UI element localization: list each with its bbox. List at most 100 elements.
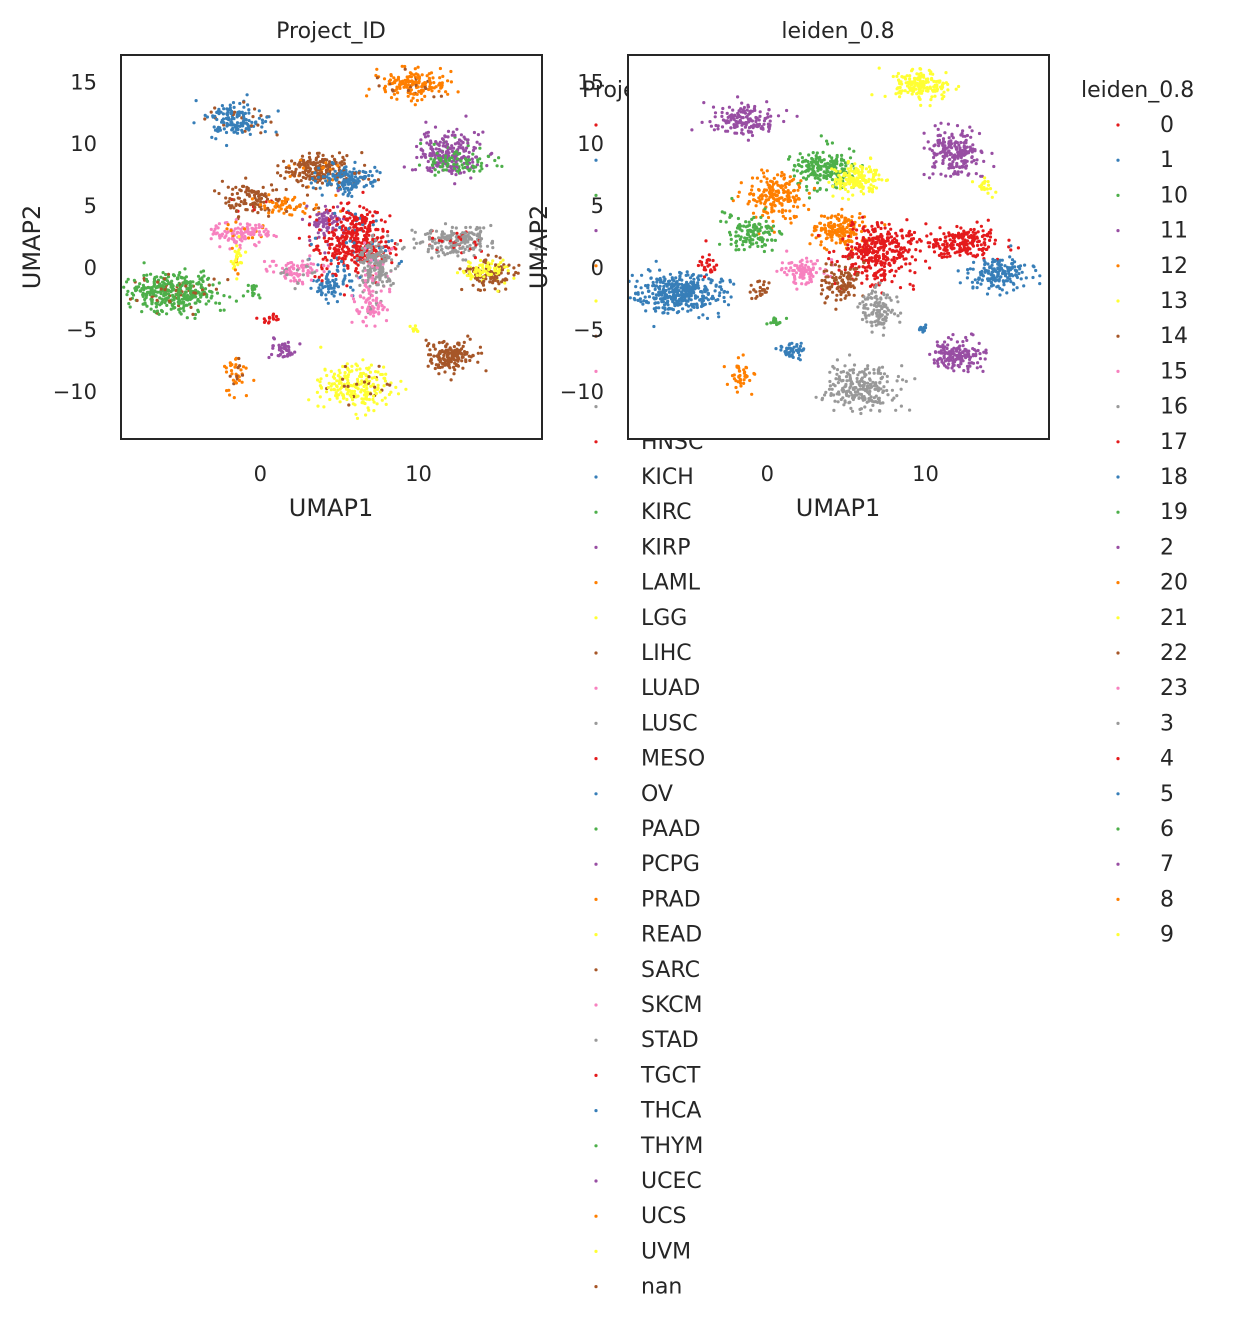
data-point (292, 267, 296, 271)
data-point (325, 272, 330, 276)
panel-title: Project_ID (276, 19, 386, 44)
data-point (322, 264, 326, 268)
legend-label: KIRP (641, 535, 690, 560)
data-point (323, 251, 327, 255)
data-point (152, 280, 156, 284)
data-point (390, 246, 394, 251)
data-point (771, 193, 775, 197)
data-point (247, 232, 251, 236)
data-point (327, 164, 331, 168)
data-point (342, 268, 346, 272)
data-point (350, 369, 354, 373)
data-point (307, 235, 311, 239)
data-point (294, 167, 298, 171)
data-point (425, 141, 429, 145)
data-point (209, 296, 213, 300)
data-point (234, 218, 238, 222)
data-point (354, 215, 358, 219)
data-point (444, 159, 448, 163)
data-point (330, 160, 334, 165)
data-point (183, 276, 187, 280)
data-point (149, 272, 153, 276)
data-point (170, 279, 174, 283)
data-point (134, 285, 138, 289)
data-point (830, 238, 834, 242)
data-point (942, 156, 946, 160)
data-point (363, 225, 367, 230)
data-point (474, 155, 478, 159)
data-point (232, 198, 236, 202)
data-point (460, 359, 464, 363)
data-point (409, 88, 413, 92)
data-point (826, 173, 830, 177)
data-point (472, 169, 476, 173)
legend-label: SKCM (641, 993, 703, 1018)
data-point (410, 83, 414, 87)
data-point (919, 71, 923, 75)
data-point (453, 133, 457, 137)
data-point (517, 263, 521, 267)
data-point (912, 76, 917, 80)
data-point (276, 164, 280, 168)
data-point (816, 166, 820, 170)
data-point (986, 180, 990, 184)
data-point (224, 130, 229, 135)
data-point (482, 275, 486, 279)
data-point (335, 219, 339, 224)
data-point (469, 355, 473, 359)
data-point (199, 295, 203, 299)
data-point (263, 130, 267, 134)
data-point (979, 174, 983, 178)
legend-label: nan (641, 1275, 682, 1300)
data-point (937, 138, 942, 142)
data-point (872, 173, 876, 177)
data-point (447, 151, 451, 155)
data-point (261, 185, 265, 189)
data-point (316, 263, 320, 267)
data-point (491, 246, 495, 250)
data-point (750, 217, 754, 221)
data-point (357, 222, 361, 226)
data-point (140, 310, 144, 314)
data-point (276, 109, 280, 113)
data-point (243, 129, 247, 133)
data-point (206, 276, 211, 280)
data-point (768, 184, 772, 188)
data-point (377, 312, 381, 316)
data-point (469, 176, 473, 180)
data-point (301, 266, 305, 270)
data-point (465, 245, 469, 249)
data-point (367, 375, 371, 379)
legend-marker (594, 862, 598, 866)
data-point (162, 292, 166, 296)
data-point (425, 74, 429, 78)
data-point (473, 240, 477, 244)
data-point (132, 278, 136, 282)
data-point (317, 289, 321, 293)
data-point (818, 221, 822, 225)
data-point (473, 146, 477, 150)
data-point (227, 200, 231, 204)
data-point (328, 222, 332, 227)
data-point (860, 172, 864, 177)
data-point (442, 339, 446, 344)
data-point (752, 192, 756, 196)
data-point (353, 212, 358, 216)
data-point (358, 275, 362, 279)
data-point (360, 151, 364, 155)
data-point (246, 283, 250, 287)
data-point (333, 228, 337, 232)
data-point (748, 111, 752, 115)
data-point (415, 98, 419, 103)
data-point (379, 218, 383, 222)
data-point (872, 184, 876, 189)
data-point (391, 281, 395, 286)
data-point (252, 202, 256, 206)
data-point (233, 123, 237, 128)
data-point (228, 103, 232, 107)
data-point (377, 364, 381, 368)
data-point (770, 248, 774, 252)
data-point (414, 72, 418, 76)
data-point (753, 234, 757, 238)
x-tick-label: 10 (405, 462, 432, 486)
